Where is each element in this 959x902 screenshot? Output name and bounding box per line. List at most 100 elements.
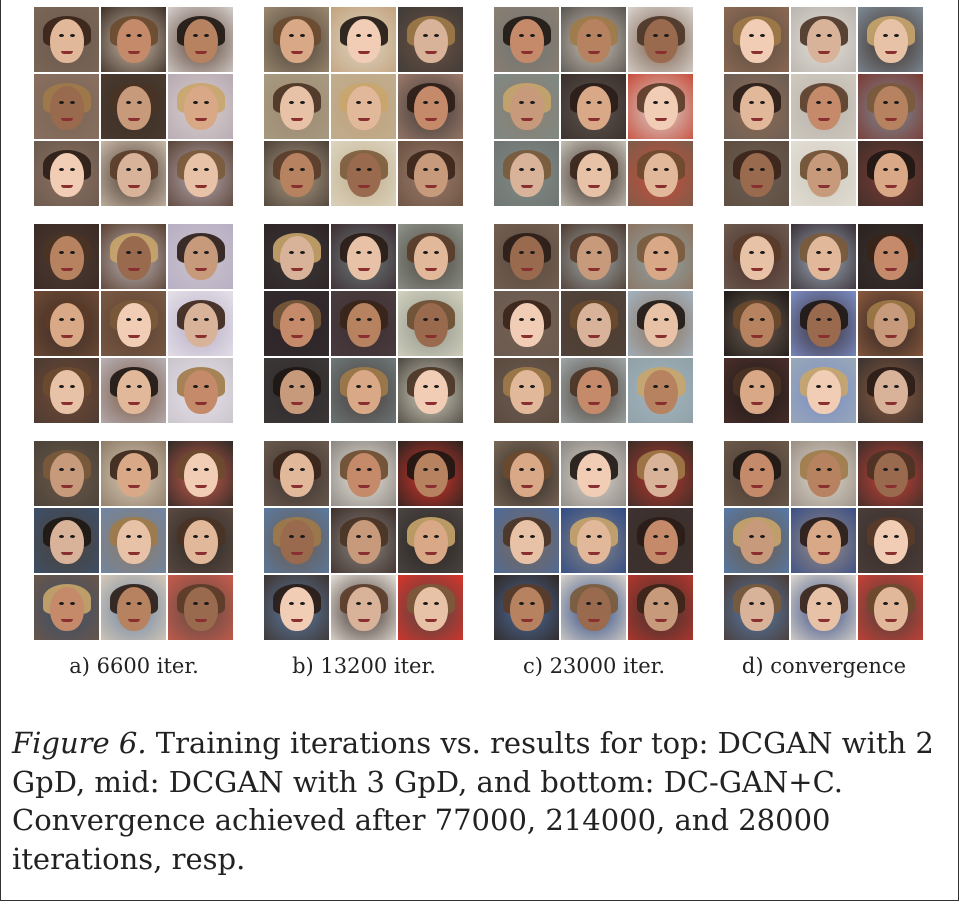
face-sample-image — [264, 358, 329, 423]
face-sample-image — [724, 575, 789, 640]
face-sample-image — [724, 508, 789, 573]
face-sample-image — [398, 7, 463, 72]
figure-caption-label: Figure 6. — [12, 726, 147, 760]
face-sample-image — [791, 74, 856, 139]
sample-block-row1-col4 — [724, 7, 924, 206]
face-sample-image — [628, 508, 693, 573]
face-sample-image — [628, 141, 693, 206]
face-sample-image — [264, 291, 329, 356]
sample-block-row3-col2 — [264, 441, 464, 640]
face-sample-image — [398, 224, 463, 289]
face-sample-image — [264, 7, 329, 72]
panel-label-d: d) convergence — [741, 654, 907, 678]
face-sample-image — [494, 575, 559, 640]
face-sample-image — [561, 291, 626, 356]
face-sample-image — [494, 224, 559, 289]
face-sample-image — [724, 224, 789, 289]
face-sample-image — [398, 575, 463, 640]
face-sample-image — [331, 441, 396, 506]
face-sample-image — [494, 141, 559, 206]
face-sample-image — [34, 575, 99, 640]
face-sample-image — [101, 7, 166, 72]
face-sample-image — [101, 291, 166, 356]
face-sample-image — [101, 358, 166, 423]
face-sample-image — [331, 575, 396, 640]
face-sample-image — [494, 508, 559, 573]
face-sample-image — [168, 291, 233, 356]
face-sample-image — [168, 508, 233, 573]
face-sample-image — [398, 291, 463, 356]
face-sample-image — [561, 441, 626, 506]
face-sample-image — [34, 358, 99, 423]
face-sample-image — [101, 141, 166, 206]
face-sample-image — [628, 575, 693, 640]
face-sample-image — [168, 575, 233, 640]
face-sample-image — [561, 224, 626, 289]
face-sample-image — [494, 358, 559, 423]
sample-block-row2-col3 — [494, 224, 694, 423]
face-sample-image — [168, 74, 233, 139]
face-sample-image — [494, 441, 559, 506]
sample-block-row3-col3 — [494, 441, 694, 640]
panel-label-c: c) 23000 iter. — [522, 654, 666, 678]
face-sample-image — [791, 575, 856, 640]
face-sample-image — [724, 7, 789, 72]
face-sample-image — [724, 141, 789, 206]
face-sample-image — [561, 141, 626, 206]
face-sample-image — [494, 74, 559, 139]
face-sample-image — [264, 224, 329, 289]
face-sample-image — [494, 7, 559, 72]
face-sample-image — [858, 74, 923, 139]
sample-block-row1-col3 — [494, 7, 694, 206]
face-sample-image — [628, 74, 693, 139]
face-sample-image — [791, 224, 856, 289]
face-sample-image — [858, 7, 923, 72]
sample-block-row3-col4 — [724, 441, 924, 640]
face-sample-image — [561, 74, 626, 139]
face-sample-image — [858, 575, 923, 640]
face-sample-image — [858, 141, 923, 206]
sample-block-row1-col2 — [264, 7, 464, 206]
face-sample-image — [791, 7, 856, 72]
sample-block-row2-col4 — [724, 224, 924, 423]
face-sample-image — [858, 291, 923, 356]
face-sample-image — [561, 7, 626, 72]
face-sample-image — [331, 7, 396, 72]
face-sample-image — [34, 224, 99, 289]
figure-caption: Figure 6. Training iterations vs. result… — [12, 724, 948, 878]
face-sample-image — [34, 291, 99, 356]
face-sample-image — [628, 291, 693, 356]
face-sample-image — [101, 224, 166, 289]
face-sample-image — [168, 141, 233, 206]
face-sample-image — [34, 141, 99, 206]
face-sample-image — [628, 224, 693, 289]
face-sample-image — [858, 224, 923, 289]
face-sample-image — [858, 358, 923, 423]
face-sample-image — [331, 358, 396, 423]
face-sample-image — [101, 508, 166, 573]
face-sample-image — [331, 74, 396, 139]
face-sample-image — [168, 358, 233, 423]
face-sample-image — [561, 508, 626, 573]
face-sample-image — [791, 358, 856, 423]
face-sample-image — [494, 291, 559, 356]
face-sample-image — [398, 441, 463, 506]
face-sample-image — [34, 74, 99, 139]
face-sample-image — [561, 358, 626, 423]
face-sample-image — [791, 508, 856, 573]
face-sample-image — [101, 575, 166, 640]
face-sample-image — [561, 575, 626, 640]
face-sample-image — [628, 441, 693, 506]
face-sample-image — [858, 441, 923, 506]
face-sample-image — [791, 291, 856, 356]
panel-label-a: a) 6600 iter. — [69, 654, 199, 678]
sample-block-row2-col2 — [264, 224, 464, 423]
face-sample-image — [628, 7, 693, 72]
face-sample-image — [724, 441, 789, 506]
face-sample-image — [331, 224, 396, 289]
sample-block-row1-col1 — [34, 7, 234, 206]
face-sample-image — [791, 141, 856, 206]
face-sample-image — [858, 508, 923, 573]
face-sample-image — [398, 358, 463, 423]
face-sample-image — [34, 441, 99, 506]
